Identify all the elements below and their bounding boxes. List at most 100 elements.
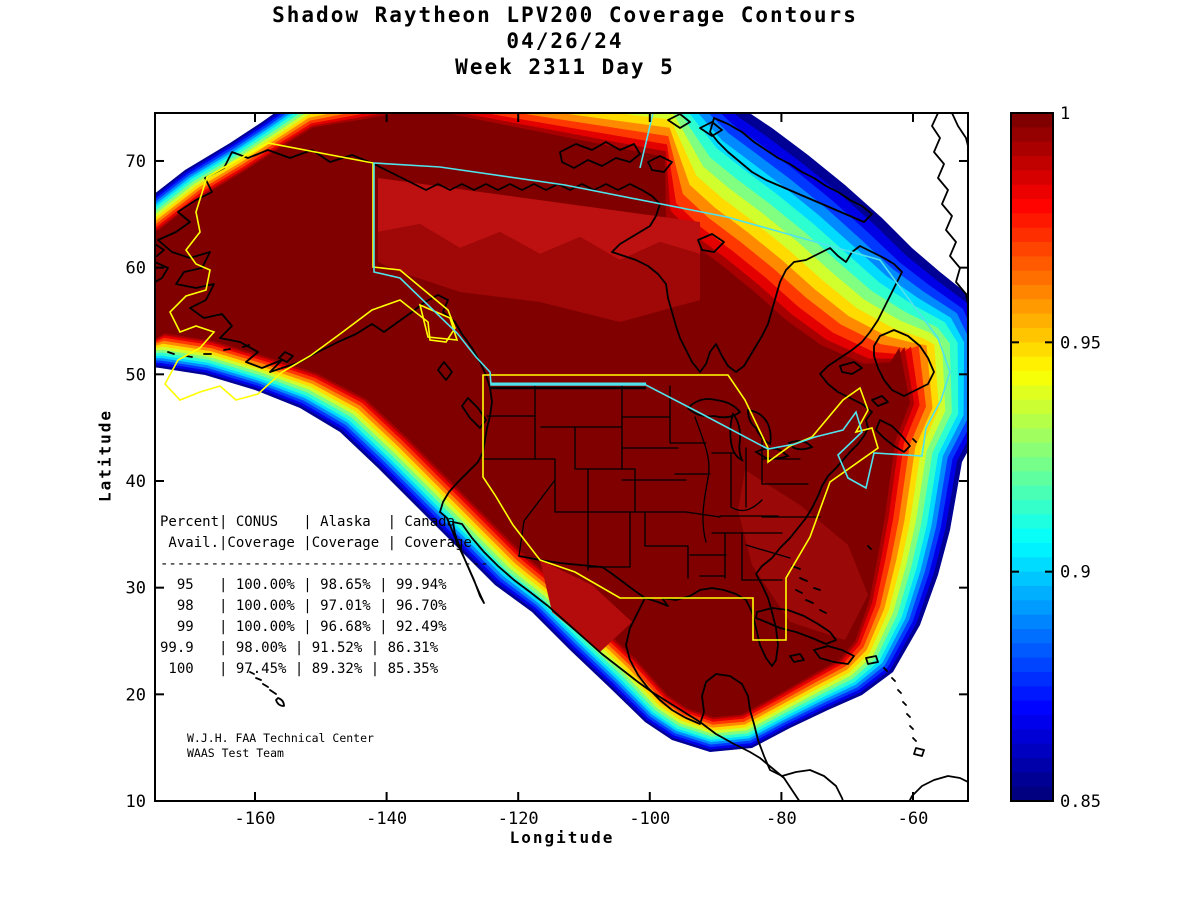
cuba: [755, 607, 837, 645]
colorbar-step: [1011, 657, 1053, 673]
colorbar-step: [1011, 457, 1053, 472]
colorbar-step: [1011, 256, 1053, 272]
alaska-panhandle-box: [418, 303, 459, 341]
service-region-boundaries: [164, 113, 951, 641]
y-tick-label: 70: [126, 152, 146, 172]
colorbar-step: [1011, 184, 1053, 200]
axis-ticks: [155, 113, 968, 802]
y-tick-label: 10: [126, 792, 146, 812]
colorbar-step: [1011, 715, 1053, 730]
colorbar-step: [1011, 127, 1053, 143]
y-tick-label: 20: [126, 685, 146, 705]
colorbar-step: [1011, 399, 1053, 415]
x-tick-label: -120: [498, 809, 539, 829]
colorbar-tick-label: 0.85: [1060, 792, 1101, 812]
hispaniola: [813, 645, 855, 665]
colorbar-step: [1011, 729, 1053, 745]
colorbar-step: [1011, 700, 1053, 716]
nova-scotia: [875, 419, 911, 453]
coverage-table: Percent| CONUS | Alaska | Canada Avail.|…: [160, 514, 489, 677]
colorbar-step: [1011, 385, 1053, 401]
colorbar-step: [1011, 141, 1053, 157]
colorbar-step: [1011, 313, 1053, 329]
x-axis-label: Longitude: [509, 828, 615, 847]
colorbar-step: [1011, 356, 1053, 372]
colorbar-step: [1011, 342, 1053, 358]
title-line-2: 04/26/24: [506, 29, 624, 53]
x-tick-label: -160: [235, 809, 276, 829]
hawaii-islands: [249, 671, 285, 707]
y-tick-label: 30: [126, 579, 146, 599]
plot-title: Shadow Raytheon LPV200 Coverage Contours…: [0, 2, 1130, 80]
colorbar-step: [1011, 672, 1053, 687]
lesser-antilles: [883, 667, 925, 757]
colorbar-tick-label: 0.9: [1060, 563, 1091, 583]
baffin-island: [709, 117, 873, 223]
colorbar-step: [1011, 156, 1053, 171]
colorbar-step: [1011, 758, 1053, 773]
colorbar-step: [1011, 586, 1053, 601]
canada-boundary: [373, 113, 951, 490]
colorbar-step: [1011, 485, 1053, 501]
title-line-3: Week 2311 Day 5: [455, 55, 675, 79]
y-tick-label: 50: [126, 365, 146, 385]
colorbar-step: [1011, 772, 1053, 788]
colorbar-step: [1011, 686, 1053, 702]
colorbar-step: [1011, 442, 1053, 458]
y-tick-label: 40: [126, 472, 146, 492]
colorbar-step: [1011, 270, 1053, 286]
colorbar-step: [1011, 285, 1053, 300]
colorbar-step: [1011, 543, 1053, 558]
colorbar-step: [1011, 643, 1053, 659]
y-axis-label: Latitude: [95, 408, 115, 503]
colorbar-step: [1011, 500, 1053, 515]
colorbar-tick-label: 1: [1060, 104, 1070, 124]
mexico-pacific-coastline: [439, 511, 801, 801]
colorbar-step: [1011, 571, 1053, 587]
x-tick-label: -60: [898, 809, 929, 829]
bahamas: [791, 565, 827, 614]
colorbar-step: [1011, 629, 1053, 644]
colorbar-step: [1011, 471, 1053, 487]
x-tick-label: -140: [366, 809, 407, 829]
colorbar-step: [1011, 227, 1053, 243]
colorbar-step: [1011, 213, 1053, 229]
colorbar-tick-label: 0.95: [1060, 333, 1101, 353]
x-tick-label: -80: [766, 809, 797, 829]
colorbar-step: [1011, 371, 1053, 386]
colorbar-step: [1011, 600, 1053, 616]
colorbar-step: [1011, 528, 1053, 544]
coastline-layer: [155, 113, 968, 801]
us-mexico-border: [518, 555, 646, 599]
axis-tick-labels: -160 -140 -120 -100 -80 -60 10 20 30 40 50 60 70: [126, 152, 929, 829]
y-tick-label: 60: [126, 259, 146, 279]
colorbar-step: [1011, 428, 1053, 444]
colorbar-step: [1011, 786, 1053, 802]
x-tick-label: -100: [629, 809, 670, 829]
colorbar-step: [1011, 113, 1053, 128]
colorbar-step: [1011, 299, 1053, 315]
newfoundland: [873, 329, 935, 397]
north-america-coastline: [157, 149, 903, 801]
colorbar: 1 0.95 0.9 0.85: [1010, 104, 1101, 812]
colorbar-step: [1011, 514, 1053, 530]
colorbar-step: [1011, 170, 1053, 186]
colorbar-step: [1011, 557, 1053, 573]
colorbar-step: [1011, 199, 1053, 214]
colorbar-step: [1011, 414, 1053, 429]
title-line-1: Shadow Raytheon LPV200 Coverage Contours: [272, 3, 858, 27]
colorbar-step: [1011, 242, 1053, 257]
conus-boundary: [482, 374, 879, 641]
us-state-borders: [482, 383, 821, 581]
contour-inner-patches: [378, 178, 868, 652]
alaska-boundary: [164, 142, 456, 401]
colorbar-step: [1011, 614, 1053, 630]
colorbar-step: [1011, 743, 1053, 759]
axes-box: [154, 112, 969, 802]
colorbar-step: [1011, 328, 1053, 343]
colorbar-border: [1010, 112, 1054, 802]
attribution-text: W.J.H. FAA Technical Center WAAS Test Te…: [187, 731, 374, 760]
contour-band: [155, 113, 910, 718]
